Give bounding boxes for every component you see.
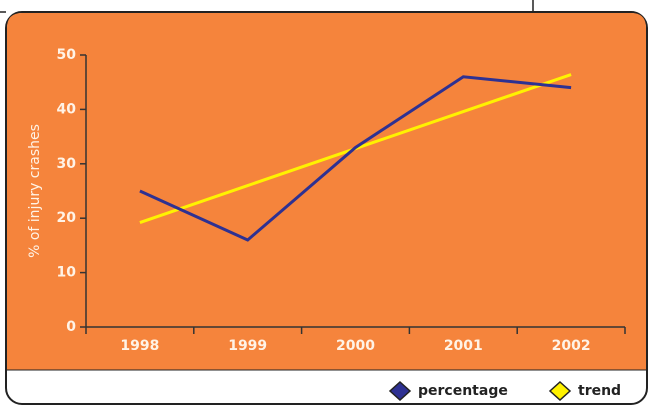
x-tick-label: 2002 [552,338,591,354]
series-line [139,75,572,242]
legend-marker [548,380,572,402]
y-tick-label: 50 [57,47,77,63]
plot-background [7,13,646,370]
x-tick-label: 2000 [336,338,375,354]
legend-label: percentage [418,383,508,399]
x-tick-label: 1998 [120,338,159,354]
plot-area: 0 10 20 30 40 50 1998 1999 2000 2001 2002 [57,47,626,354]
y-tick-label: 10 [57,265,77,281]
legend-label: trend [578,383,621,399]
y-tick-label: 20 [57,210,77,226]
legend-marker [388,380,412,402]
frame-top [0,0,534,13]
x-tick-label: 1999 [228,338,267,354]
y-tick-label: 0 [66,319,76,335]
y-tick-label: 30 [57,156,77,172]
x-tick-label: 2001 [444,338,483,354]
y-tick-label: 40 [57,101,77,117]
y-axis-label: % of injury crashes [27,124,43,258]
